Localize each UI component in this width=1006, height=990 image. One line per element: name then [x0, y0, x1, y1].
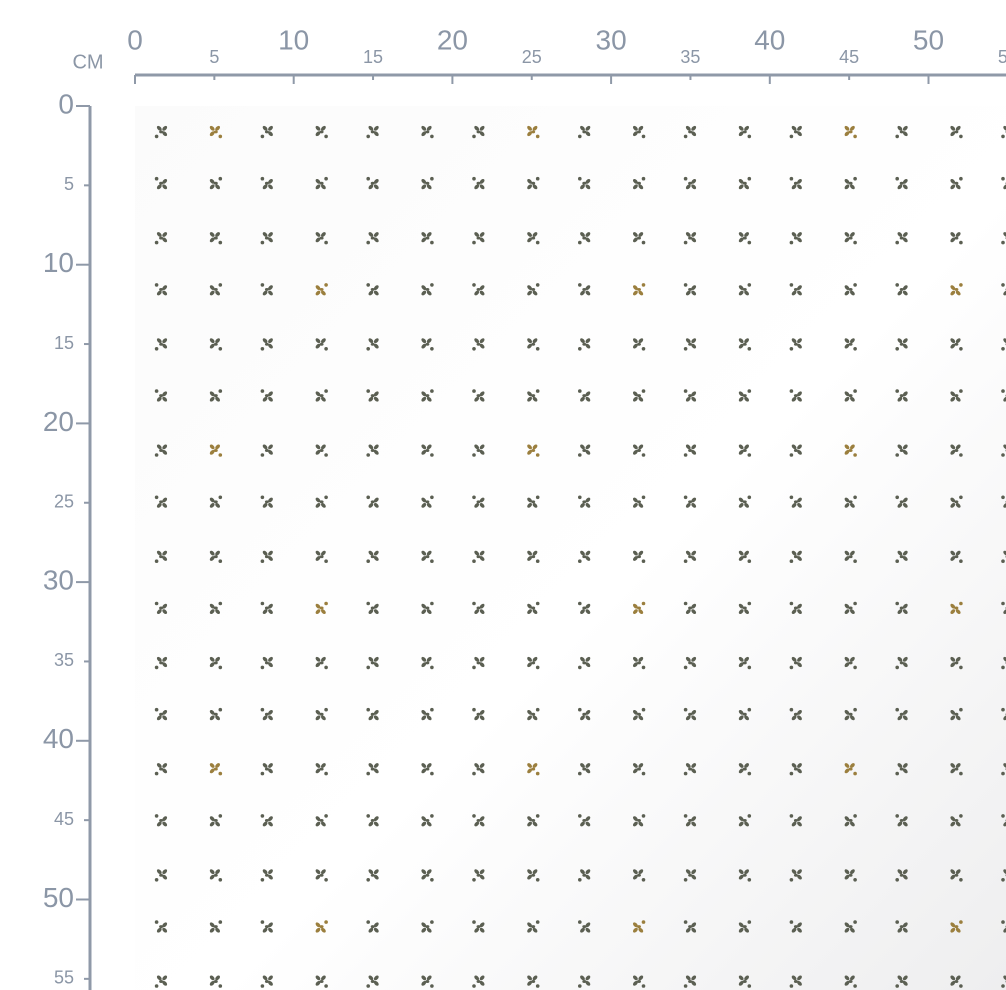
- left-tick-label: 5: [64, 174, 74, 194]
- top-tick-label: 35: [680, 47, 700, 67]
- left-ruler-bg: [0, 0, 112, 990]
- left-tick-label: 25: [54, 492, 74, 512]
- top-tick-label: 0: [127, 24, 143, 55]
- top-tick-label: 50: [913, 24, 944, 55]
- left-tick-label: 35: [54, 650, 74, 670]
- left-tick-label: 0: [58, 88, 74, 119]
- left-tick-label: 55: [54, 968, 74, 988]
- top-tick-label: 15: [363, 47, 383, 67]
- top-tick-label: 55: [998, 47, 1006, 67]
- top-tick-label: 45: [839, 47, 859, 67]
- unit-label: CM: [72, 51, 103, 73]
- left-tick-label: 15: [54, 333, 74, 353]
- left-tick-label: 10: [43, 247, 74, 278]
- rulers: 0 5 10 15 20 25 30 35 40 45 50 55 0 5 10 15 20 25 30 35 40 45…: [43, 24, 1006, 987]
- left-tick-label: 20: [43, 406, 74, 437]
- left-tick-label: 40: [43, 723, 74, 754]
- top-tick-label: 25: [522, 47, 542, 67]
- top-ruler-bg: [0, 0, 1006, 98]
- top-tick-label: 10: [278, 24, 309, 55]
- top-tick-label: 30: [596, 24, 627, 55]
- fabric: [135, 106, 1006, 990]
- left-tick-label: 30: [43, 564, 74, 595]
- left-tick-label: 50: [43, 882, 74, 913]
- top-tick-label: 40: [754, 24, 785, 55]
- top-tick-label: 5: [209, 47, 219, 67]
- left-tick-label: 45: [54, 809, 74, 829]
- top-tick-label: 20: [437, 24, 468, 55]
